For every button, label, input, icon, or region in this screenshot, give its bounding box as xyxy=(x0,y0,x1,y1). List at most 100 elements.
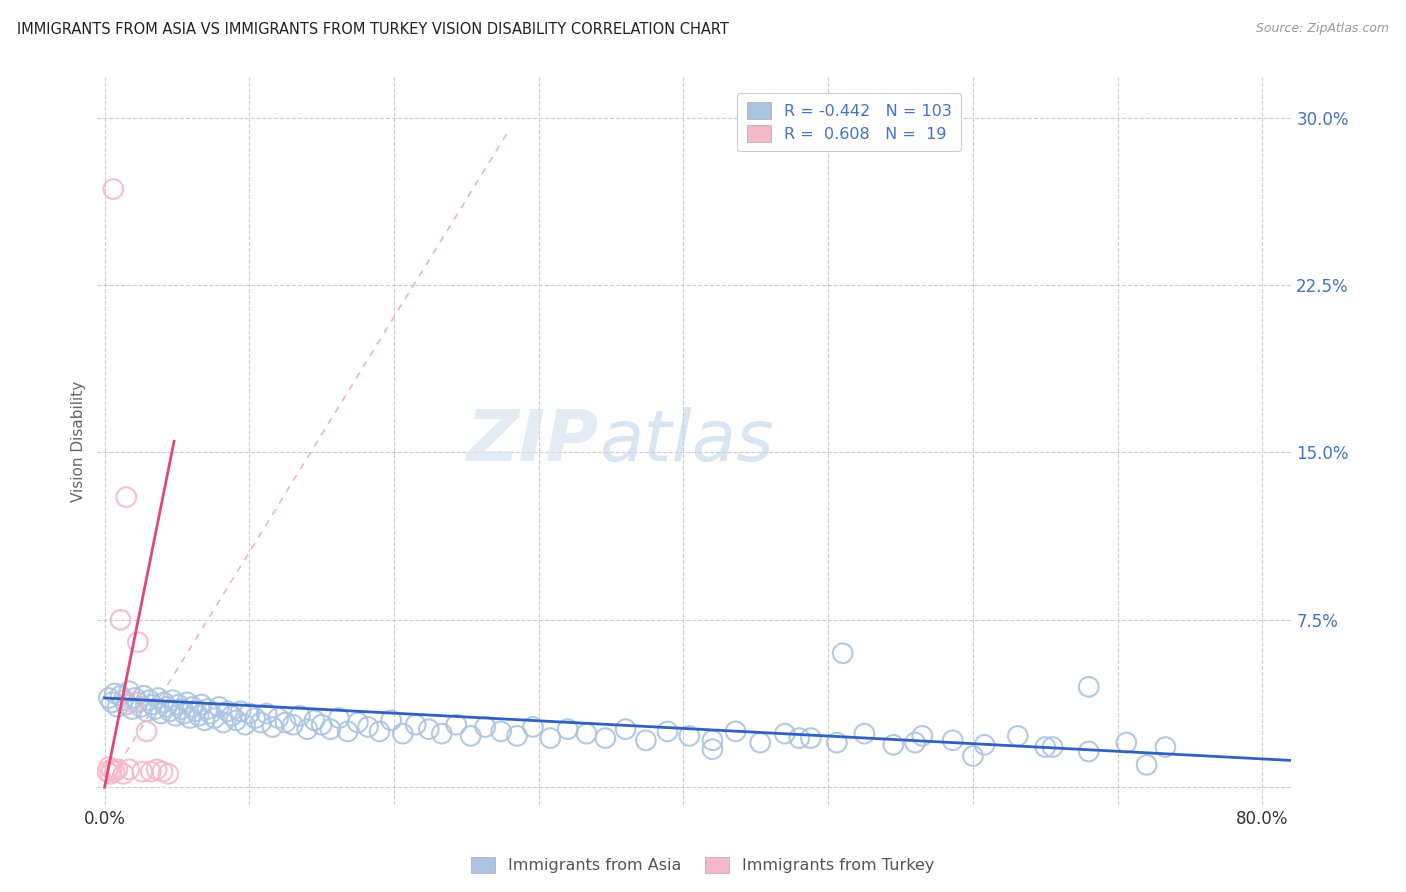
Point xyxy=(657,724,679,739)
Point xyxy=(911,729,934,743)
Point xyxy=(107,699,129,714)
Point xyxy=(97,760,120,774)
Point xyxy=(208,699,231,714)
Point xyxy=(250,715,273,730)
Point xyxy=(1033,739,1056,754)
Point xyxy=(110,689,132,703)
Point xyxy=(460,729,482,743)
Point xyxy=(853,726,876,740)
Point xyxy=(489,724,512,739)
Point xyxy=(118,763,141,777)
Text: Source: ZipAtlas.com: Source: ZipAtlas.com xyxy=(1256,22,1389,36)
Point xyxy=(328,711,350,725)
Point xyxy=(749,735,772,749)
Point xyxy=(103,182,125,196)
Point xyxy=(112,693,135,707)
Point xyxy=(474,720,496,734)
Point xyxy=(118,684,141,698)
Point xyxy=(156,699,179,714)
Point xyxy=(904,735,927,749)
Point xyxy=(195,702,218,716)
Point xyxy=(104,686,127,700)
Point xyxy=(145,763,167,777)
Point xyxy=(724,724,747,739)
Point xyxy=(522,720,544,734)
Point xyxy=(281,717,304,731)
Legend: R = -0.442   N = 103, R =  0.608   N =  19: R = -0.442 N = 103, R = 0.608 N = 19 xyxy=(737,93,960,152)
Point xyxy=(101,763,124,777)
Y-axis label: Vision Disability: Vision Disability xyxy=(72,381,86,502)
Point xyxy=(1042,739,1064,754)
Point xyxy=(391,726,413,740)
Point xyxy=(184,704,207,718)
Point xyxy=(176,695,198,709)
Point xyxy=(104,764,127,779)
Point xyxy=(190,698,212,712)
Point xyxy=(1007,729,1029,743)
Point xyxy=(112,767,135,781)
Point xyxy=(152,764,174,779)
Point xyxy=(121,702,143,716)
Point xyxy=(221,708,243,723)
Point xyxy=(217,704,239,718)
Point xyxy=(200,706,222,721)
Point xyxy=(135,724,157,739)
Point xyxy=(336,724,359,739)
Point xyxy=(212,715,235,730)
Legend: Immigrants from Asia, Immigrants from Turkey: Immigrants from Asia, Immigrants from Tu… xyxy=(465,850,941,880)
Point xyxy=(295,722,318,736)
Point xyxy=(678,729,700,743)
Point xyxy=(304,713,326,727)
Point xyxy=(157,767,180,781)
Point xyxy=(187,708,209,723)
Point xyxy=(557,722,579,736)
Point xyxy=(538,731,561,745)
Point xyxy=(942,733,965,747)
Point xyxy=(274,715,297,730)
Point xyxy=(702,733,724,747)
Point xyxy=(124,690,146,705)
Point xyxy=(262,720,284,734)
Point xyxy=(129,699,152,714)
Point xyxy=(267,711,290,725)
Point xyxy=(141,698,163,712)
Point xyxy=(787,731,810,745)
Point xyxy=(506,729,529,743)
Point xyxy=(135,704,157,718)
Point xyxy=(446,717,468,731)
Point xyxy=(702,742,724,756)
Point xyxy=(256,706,278,721)
Point xyxy=(233,717,256,731)
Point xyxy=(595,731,617,745)
Point xyxy=(831,646,853,660)
Point xyxy=(115,490,138,504)
Point xyxy=(143,702,166,716)
Point xyxy=(110,613,132,627)
Point xyxy=(634,733,657,747)
Point xyxy=(139,764,162,779)
Point xyxy=(243,711,266,725)
Point xyxy=(418,722,440,736)
Point xyxy=(96,764,118,779)
Text: atlas: atlas xyxy=(599,407,773,475)
Point xyxy=(882,738,904,752)
Point xyxy=(193,713,215,727)
Point xyxy=(1115,735,1137,749)
Point xyxy=(107,763,129,777)
Point xyxy=(159,704,181,718)
Point xyxy=(357,720,380,734)
Point xyxy=(127,635,149,649)
Point xyxy=(229,704,252,718)
Point xyxy=(100,767,122,781)
Point xyxy=(825,735,848,749)
Point xyxy=(146,690,169,705)
Point xyxy=(311,717,333,731)
Point xyxy=(288,708,311,723)
Point xyxy=(1077,680,1099,694)
Point xyxy=(131,764,153,779)
Point xyxy=(162,693,184,707)
Point xyxy=(962,749,984,764)
Point xyxy=(173,706,195,721)
Point xyxy=(167,698,190,712)
Point xyxy=(153,695,176,709)
